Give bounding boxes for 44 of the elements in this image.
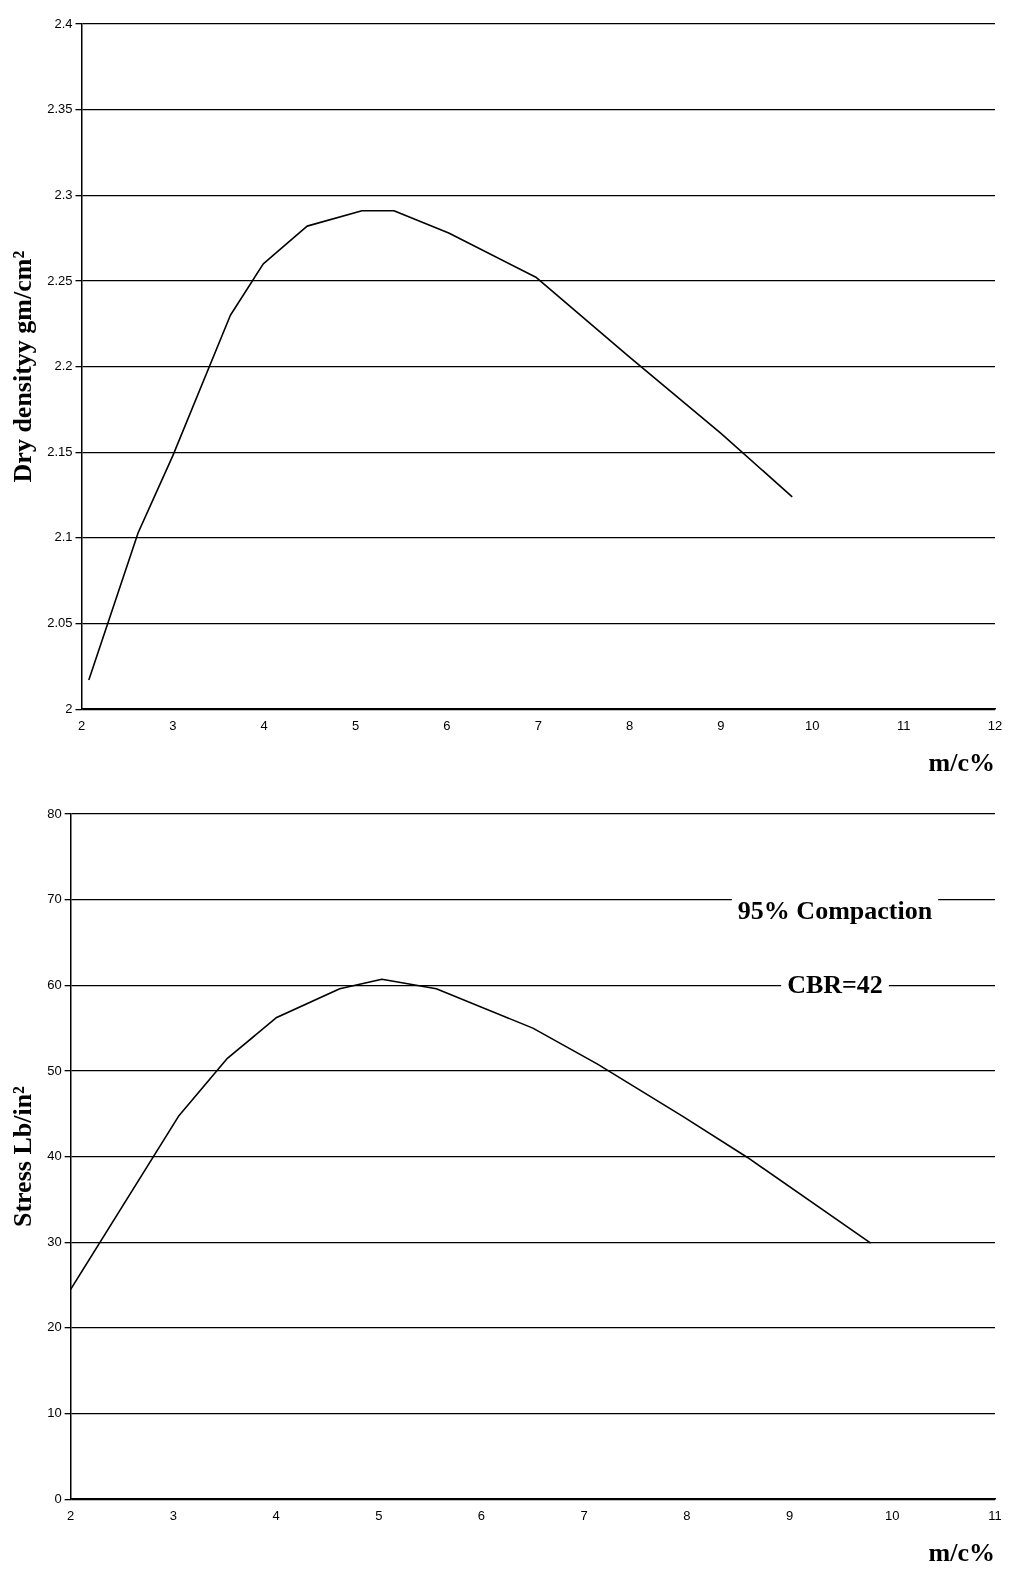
x-tick-label: 10 bbox=[805, 717, 820, 733]
x-tick-label: 6 bbox=[477, 1507, 486, 1523]
y-tick-label: 2.05 bbox=[47, 615, 73, 631]
y-tick-label: 10 bbox=[47, 1405, 62, 1421]
x-tick-label: 9 bbox=[785, 1507, 794, 1523]
x-tick-label: 7 bbox=[580, 1507, 588, 1523]
y-tick-label: 70 bbox=[47, 891, 62, 907]
y-tick-label: 40 bbox=[47, 1148, 62, 1164]
y-tick-label: 30 bbox=[47, 1233, 62, 1249]
x-tick-label: 12 bbox=[987, 717, 1003, 733]
x-tick-label: 4 bbox=[272, 1507, 280, 1523]
x-tick-label: 8 bbox=[683, 1507, 691, 1523]
y-tick-label: 2.3 bbox=[54, 186, 73, 202]
x-tick-label: 4 bbox=[260, 717, 268, 733]
x-tick-label: 8 bbox=[625, 717, 634, 733]
x-tick-label: 11 bbox=[988, 1507, 1002, 1523]
y-tick-label: 2.25 bbox=[47, 272, 73, 288]
y-tick-label: 20 bbox=[47, 1319, 62, 1335]
y-tick-label: 2.2 bbox=[54, 358, 73, 374]
x-tick-label: 5 bbox=[375, 1507, 383, 1523]
annotation: 95% Compaction bbox=[737, 896, 933, 925]
y-tick-label: 2.15 bbox=[47, 443, 73, 459]
y-tick-label: 80 bbox=[47, 805, 62, 821]
x-axis-title: m/c% bbox=[928, 1538, 995, 1568]
x-tick-label: 5 bbox=[351, 717, 360, 733]
y-tick-label: 0 bbox=[54, 1490, 62, 1506]
x-tick-label: 9 bbox=[717, 717, 725, 733]
x-axis-title: m/c% bbox=[928, 748, 995, 778]
y-axis-title: Stress Lb/in² bbox=[8, 1085, 38, 1228]
y-tick-label: 60 bbox=[47, 976, 62, 992]
x-tick-label: 2 bbox=[77, 717, 86, 733]
x-tick-label: 6 bbox=[443, 717, 451, 733]
annotation: CBR=42 bbox=[787, 970, 883, 999]
x-tick-label: 11 bbox=[896, 717, 911, 733]
x-tick-label: 3 bbox=[169, 717, 177, 733]
y-tick-label: 50 bbox=[47, 1062, 62, 1078]
x-tick-label: 10 bbox=[885, 1507, 900, 1523]
x-tick-label: 3 bbox=[169, 1507, 177, 1523]
y-axis-title: Dry densityy gm/cm² bbox=[8, 250, 38, 483]
y-tick-label: 2.35 bbox=[47, 101, 73, 117]
y-tick-label: 2 bbox=[65, 700, 73, 716]
y-tick-label: 2.1 bbox=[54, 529, 73, 545]
x-tick-label: 7 bbox=[534, 717, 542, 733]
y-tick-label: 2.4 bbox=[54, 15, 73, 31]
